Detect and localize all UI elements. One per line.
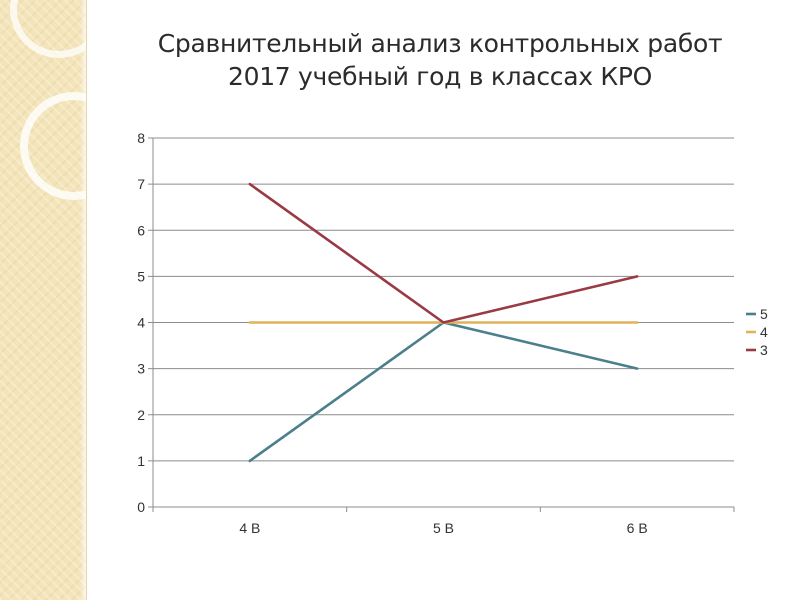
y-tick-label: 1: [137, 453, 145, 469]
y-tick-label: 0: [137, 499, 145, 515]
y-axis-tick-labels: 0 1 2 3 4 5 6 7 8: [137, 130, 145, 515]
gridlines: [153, 137, 734, 462]
legend: 5 4 3: [746, 306, 768, 358]
decorative-ring: [10, 0, 86, 58]
y-tick-label: 3: [137, 361, 145, 377]
y-tick-label: 2: [137, 407, 145, 423]
legend-label-3: 3: [760, 342, 768, 358]
axes: [148, 137, 735, 512]
series-line-5: [248, 321, 639, 463]
chart-subtitle: 2017 учебный год в классах КРО: [227, 62, 652, 91]
decorative-side-band: [0, 0, 87, 600]
y-tick-label: 7: [137, 176, 145, 192]
decorative-ring: [20, 92, 86, 200]
x-tick-label: 4 В: [239, 520, 260, 536]
x-tick-label: 5 В: [433, 520, 454, 536]
chart-title: Сравнительный анализ контрольных работ: [157, 29, 723, 58]
y-tick-label: 4: [137, 315, 145, 331]
y-tick-label: 8: [137, 130, 145, 146]
series-lines: [248, 182, 639, 463]
x-axis-tick-labels: 4 В 5 В 6 В: [239, 520, 647, 536]
series-line-3: [248, 182, 639, 324]
x-tick-label: 6 В: [627, 520, 648, 536]
legend-label-4: 4: [760, 324, 768, 340]
y-tick-label: 6: [137, 222, 145, 238]
y-tick-label: 5: [137, 268, 145, 284]
legend-label-5: 5: [760, 306, 768, 322]
side-band-edge: [80, 0, 86, 600]
